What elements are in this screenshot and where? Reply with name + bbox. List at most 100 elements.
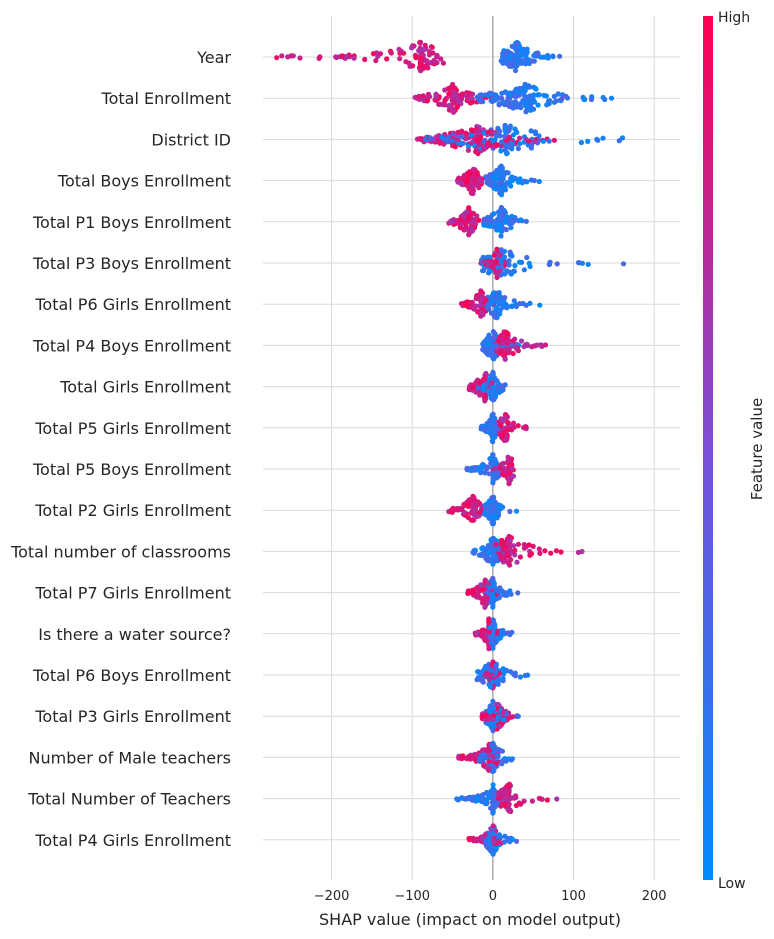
shap-point xyxy=(515,423,521,429)
shap-point xyxy=(521,267,528,273)
shap-point xyxy=(470,501,476,507)
shap-point xyxy=(486,620,492,626)
shap-point xyxy=(550,53,556,59)
shap-point xyxy=(463,130,469,136)
shap-point xyxy=(502,128,508,134)
feature-label: Total P3 Boys Enrollment xyxy=(32,254,231,273)
shap-point xyxy=(514,104,521,110)
shap-point xyxy=(504,50,510,56)
shap-point xyxy=(466,232,472,238)
feature-label: Total P1 Boys Enrollment xyxy=(32,213,231,232)
shap-point xyxy=(514,41,520,47)
shap-point xyxy=(498,422,504,428)
shap-point xyxy=(499,95,505,101)
shap-point xyxy=(506,470,512,476)
shap-point xyxy=(476,217,482,223)
shap-point xyxy=(477,178,483,184)
shap-point xyxy=(483,831,489,837)
shap-point xyxy=(522,99,528,105)
shap-point xyxy=(351,55,357,61)
shap-point xyxy=(524,46,530,52)
shap-point xyxy=(334,54,340,60)
shap-point xyxy=(436,101,442,107)
shap-point xyxy=(558,549,564,555)
shap-point xyxy=(521,798,527,804)
shap-point xyxy=(397,56,403,62)
shap-point xyxy=(487,268,493,274)
shap-point xyxy=(473,296,479,302)
shap-point xyxy=(460,226,466,232)
shap-point xyxy=(317,54,323,60)
shap-point xyxy=(517,141,523,147)
shap-point xyxy=(482,92,489,98)
shap-point xyxy=(473,389,479,395)
shap-point xyxy=(500,432,506,438)
shap-point xyxy=(507,252,514,258)
shap-point xyxy=(472,465,478,471)
shap-point xyxy=(517,135,523,141)
shap-point xyxy=(531,58,538,64)
shap-point xyxy=(513,508,520,514)
shap-point xyxy=(482,470,488,476)
shap-point xyxy=(487,340,493,346)
shap-point xyxy=(515,179,522,185)
shap-point xyxy=(428,60,434,66)
shap-point xyxy=(507,538,513,544)
shap-point xyxy=(424,98,430,104)
shap-point xyxy=(417,136,423,142)
shap-point xyxy=(559,96,565,102)
shap-point xyxy=(481,796,487,802)
shap-point xyxy=(546,138,552,144)
shap-point xyxy=(427,135,433,141)
shap-point xyxy=(494,270,500,277)
shap-point xyxy=(490,809,496,815)
feature-label: Total P5 Boys Enrollment xyxy=(32,460,231,479)
shap-point xyxy=(553,548,560,554)
shap-point xyxy=(466,205,472,211)
shap-point xyxy=(475,385,481,391)
shap-point xyxy=(491,839,497,845)
shap-point xyxy=(491,252,497,258)
shap-point xyxy=(502,295,508,301)
shap-point xyxy=(531,138,538,144)
shap-point xyxy=(489,98,495,105)
shap-point xyxy=(473,149,479,155)
shap-point xyxy=(497,723,503,730)
shap-point xyxy=(508,808,514,815)
shap-point xyxy=(498,247,504,253)
shap-point xyxy=(526,138,532,144)
shap-point xyxy=(540,138,547,144)
shap-point xyxy=(465,176,471,182)
shap-point xyxy=(492,584,498,590)
shap-point xyxy=(499,748,505,754)
shap-point xyxy=(490,174,496,180)
shap-point xyxy=(384,56,390,62)
shap-point xyxy=(529,106,535,112)
shap-point xyxy=(536,546,542,552)
feature-label: Total number of classrooms xyxy=(10,542,231,561)
shap-point xyxy=(467,100,473,106)
shap-point xyxy=(482,427,488,433)
shap-point xyxy=(487,751,493,758)
shap-point xyxy=(494,384,500,390)
shap-point xyxy=(493,393,499,399)
shap-point xyxy=(496,252,503,258)
shap-point xyxy=(506,96,512,102)
shap-point xyxy=(461,503,467,509)
feature-label: Total Girls Enrollment xyxy=(59,378,231,397)
shap-point xyxy=(438,56,444,62)
shap-point xyxy=(466,497,472,503)
shap-point xyxy=(455,129,461,135)
shap-point xyxy=(595,137,601,143)
shap-point xyxy=(490,763,496,770)
shap-point xyxy=(496,186,502,192)
shap-point xyxy=(486,646,492,652)
shap-point xyxy=(479,545,485,552)
shap-point xyxy=(476,758,483,764)
shap-point xyxy=(499,759,505,765)
shap-point xyxy=(497,388,503,394)
shap-point xyxy=(537,550,543,557)
shap-point xyxy=(415,94,421,100)
shap-point xyxy=(477,92,483,98)
shap-point xyxy=(481,130,487,136)
